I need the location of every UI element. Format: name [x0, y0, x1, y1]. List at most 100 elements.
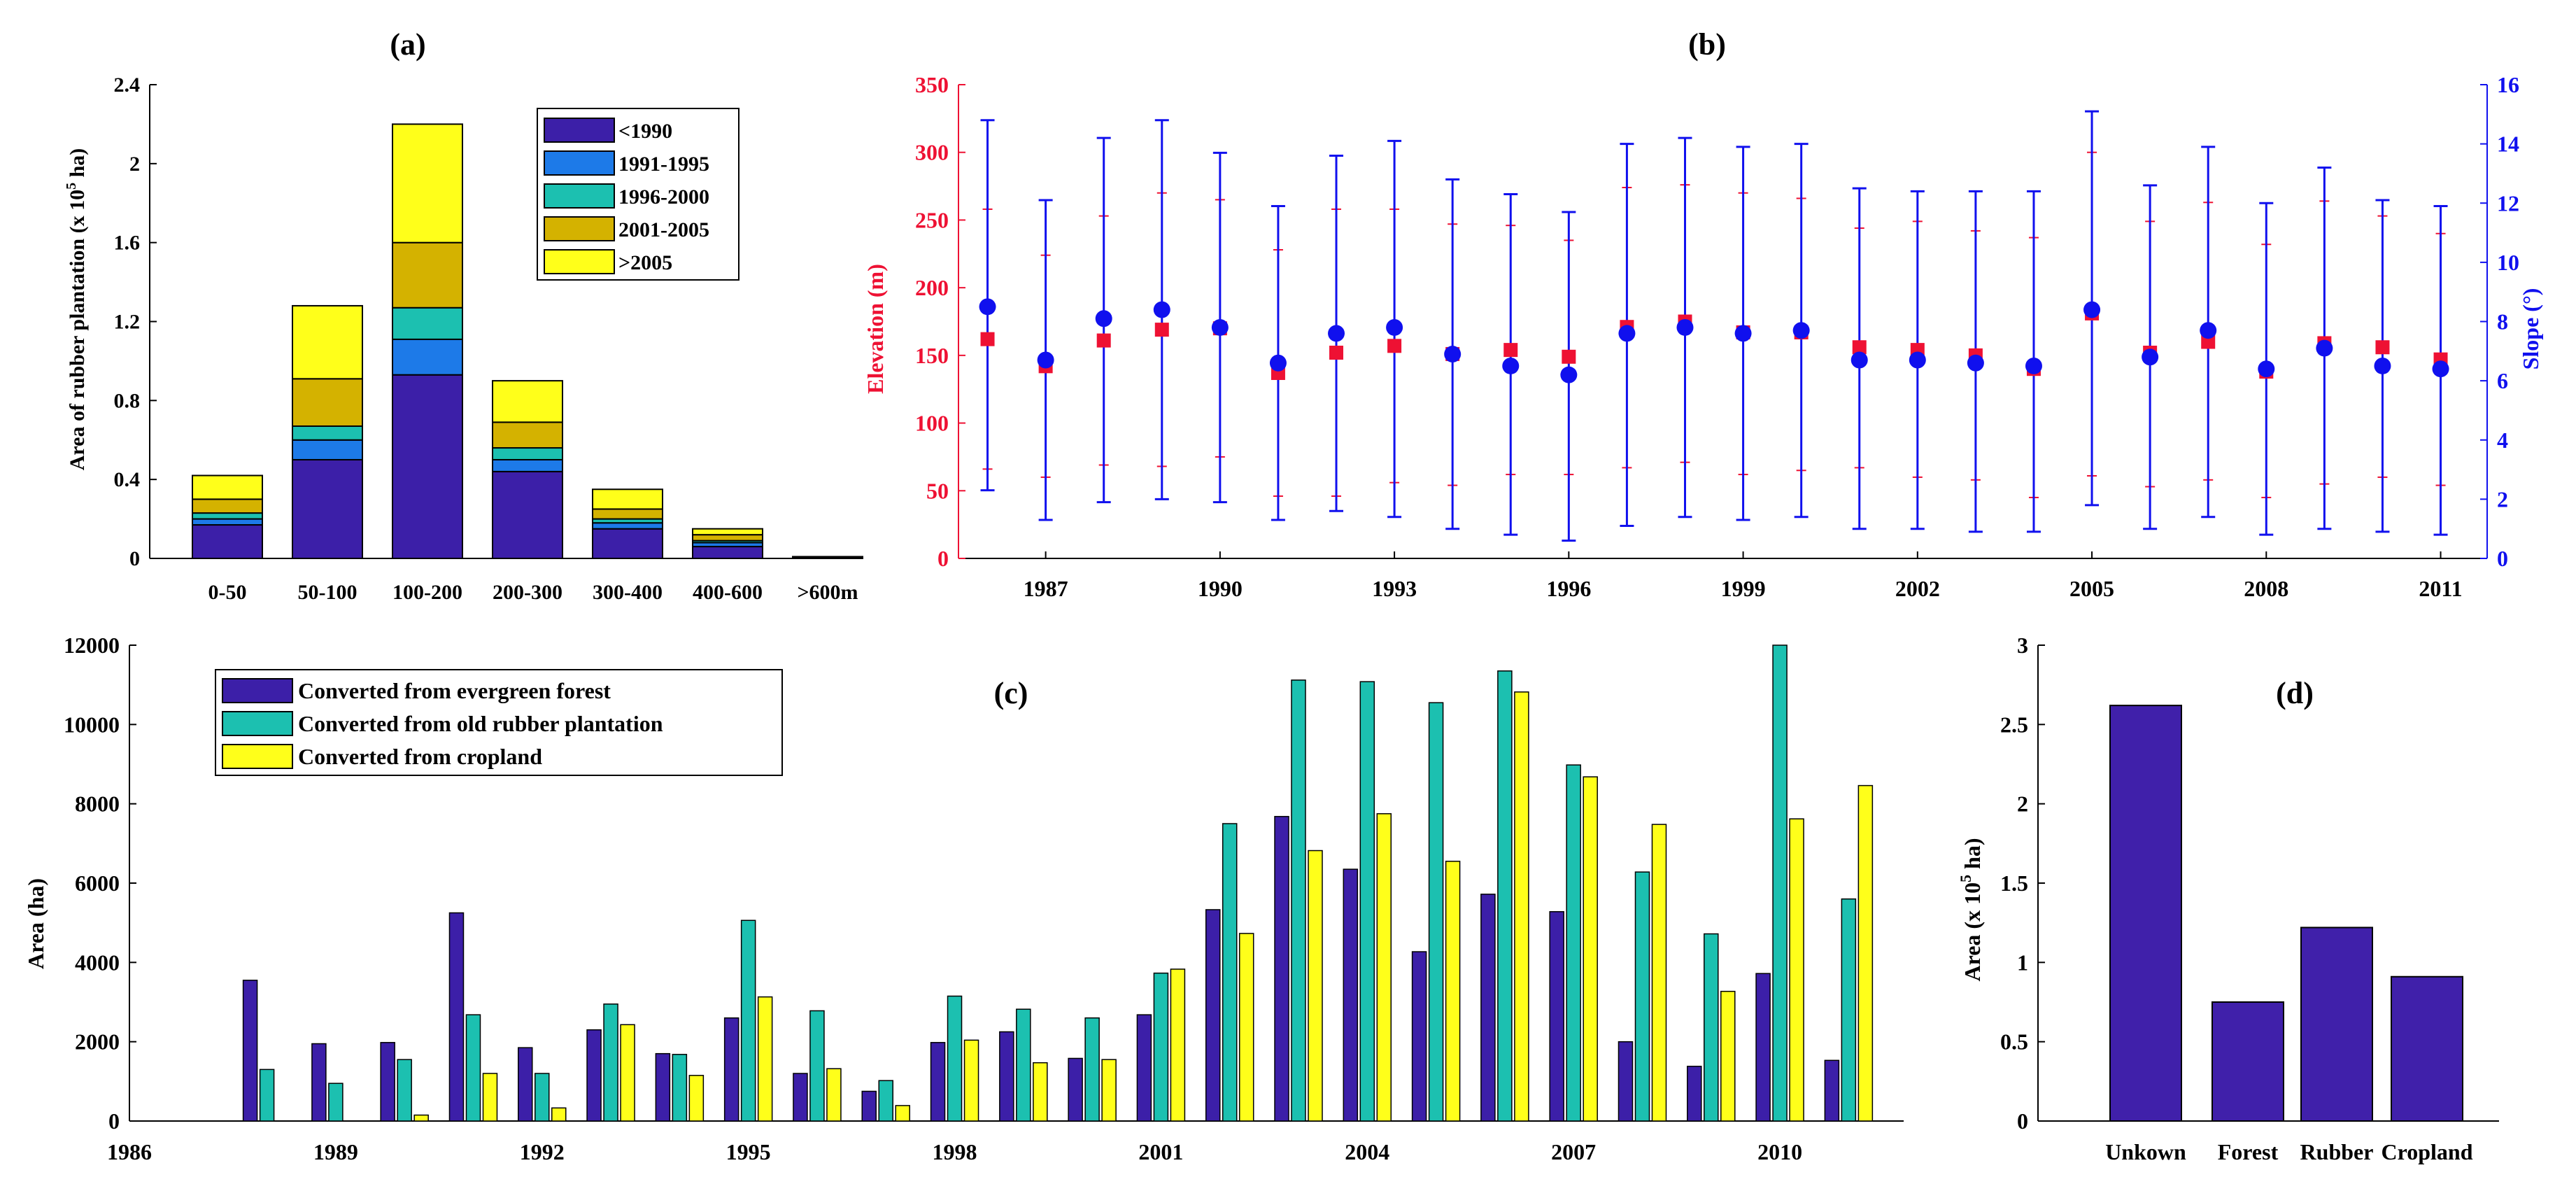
elevation-mean-marker	[1562, 349, 1576, 364]
slope-mean-marker	[1676, 318, 1694, 336]
panel-b-x-tick-label: 1996	[1546, 576, 1591, 601]
panel-b-x-tick-label: 1987	[1024, 576, 1068, 601]
panel-a-y-tick-label: 0	[129, 547, 140, 570]
panel-d-y-tick-label: 2	[2017, 791, 2028, 817]
slope-mean-marker	[1734, 325, 1752, 342]
panel-c-bar	[1308, 850, 1323, 1122]
panel-a-legend: <1990 1991-1995 1996-2000 2001-2005 >2005	[537, 108, 739, 281]
panel-d-y-tick-label: 0.5	[2000, 1029, 2028, 1055]
panel-c-bar	[311, 1043, 327, 1122]
panel-b-right-y-tick-label: 4	[2497, 428, 2508, 453]
slope-mean-marker	[2200, 322, 2217, 339]
panel-b-right-y-tick-label: 16	[2497, 72, 2519, 97]
panel-c-x-tick-label: 2010	[1757, 1139, 1802, 1164]
panel-c-bar	[895, 1105, 910, 1122]
panel-c-bar	[947, 995, 963, 1122]
panel-c-bar	[551, 1107, 567, 1122]
panel-a-bar-segment	[392, 338, 463, 376]
panel-c-bar	[1084, 1017, 1100, 1122]
panel-a-bar-segment	[492, 421, 563, 449]
panel-c-bar	[1704, 933, 1719, 1122]
panel-a-legend-label: 1991-1995	[618, 153, 709, 176]
panel-c-bar	[723, 1017, 739, 1122]
panel-d-title: (d)	[2276, 676, 2314, 710]
panel-a-bar-segment	[192, 474, 263, 500]
panel-c-legend-label: Converted from cropland	[298, 744, 542, 769]
panel-d-bar-chart: (d) Area (x 105 ha) 0 0.5 1 1.5 2 2.5 3 Unkown F…	[1957, 633, 2499, 1164]
panel-a-y-tick-label: 0.8	[114, 389, 141, 412]
panel-c-bar	[1720, 990, 1736, 1122]
slope-mean-marker	[2432, 360, 2449, 378]
panel-a-legend-label: >2005	[618, 251, 672, 274]
panel-c-bar	[1016, 1008, 1031, 1122]
panel-b-left-y-axis-label: Elevation (m)	[863, 264, 888, 394]
panel-c-bar	[1343, 868, 1359, 1122]
slope-mean-marker	[1618, 325, 1636, 342]
panel-b-left-y-tick-label: 50	[926, 478, 949, 503]
panel-a-bar-segment	[192, 512, 263, 520]
panel-d-y-tick-label: 3	[2017, 633, 2028, 658]
panel-a-bar-segment	[192, 518, 263, 526]
panel-a-bar-segment	[292, 439, 363, 460]
panel-d-bar	[2109, 705, 2182, 1122]
panel-c-bar	[655, 1052, 671, 1122]
panel-b-x-tick-label: 2005	[2069, 576, 2114, 601]
slope-mean-marker	[1269, 354, 1287, 372]
panel-a-x-tick-label: 100-200	[392, 581, 462, 604]
panel-b-x-tick-label: 1990	[1198, 576, 1243, 601]
panel-c-legend: Converted from evergreen forest Converted…	[215, 669, 783, 776]
panel-a-bar-segment	[192, 498, 263, 514]
panel-a-bar-segment	[492, 380, 563, 423]
panel-b-left-y-tick-label: 200	[915, 275, 949, 300]
panel-c-bar	[1497, 670, 1513, 1122]
panel-a-bar-segment	[592, 488, 663, 510]
slope-mean-marker	[1037, 351, 1054, 369]
slope-mean-marker	[2083, 301, 2101, 318]
panel-c-bar	[1480, 894, 1496, 1122]
panel-c-bar	[999, 1031, 1014, 1122]
panel-b-right-y-tick-label: 14	[2497, 132, 2519, 157]
panel-c-legend-swatch	[222, 744, 293, 769]
panel-b-left-y-tick-label: 350	[915, 72, 949, 97]
panel-a-bar-segment	[392, 306, 463, 340]
panel-c-bar	[259, 1069, 275, 1122]
slope-mean-marker	[1444, 346, 1462, 363]
panel-c-bar	[620, 1024, 635, 1122]
panel-c-bar	[328, 1083, 344, 1122]
panel-c-y-tick-label: 8000	[75, 791, 120, 817]
panel-a-legend-label: 1996-2000	[618, 185, 709, 209]
panel-c-bar	[1428, 702, 1444, 1122]
panel-a-y-axis-label: Area of rubber plantation (x 105 ha)	[64, 148, 89, 471]
panel-c-y-tick-label: 12000	[64, 633, 120, 658]
slope-mean-marker	[979, 298, 996, 316]
panel-c-x-tick-label: 2007	[1551, 1139, 1596, 1164]
panel-b-right-y-tick-label: 12	[2497, 190, 2519, 216]
panel-b-title: (b)	[1688, 27, 1726, 62]
panel-c-x-tick-label: 2001	[1138, 1139, 1183, 1164]
panel-a-bar-segment	[492, 458, 563, 472]
panel-d-x-tick-label: Unkown	[2105, 1139, 2186, 1164]
panel-c-bar	[672, 1054, 688, 1122]
panel-b-left-y-tick-label: 150	[915, 343, 949, 368]
slope-mean-marker	[1850, 351, 1868, 369]
elevation-mean-marker	[2375, 340, 2390, 355]
panel-b-x-tick-label: 2011	[2419, 576, 2462, 601]
panel-b-left-y-tick-label: 0	[937, 546, 949, 571]
panel-c-bar	[1841, 898, 1857, 1122]
slope-mean-marker	[1095, 310, 1112, 327]
panel-b-left-y-tick-label: 250	[915, 207, 949, 232]
elevation-mean-marker	[1329, 345, 1344, 360]
slope-mean-marker	[1153, 301, 1170, 318]
slope-mean-marker	[1502, 357, 1520, 374]
panel-c-bar	[1068, 1057, 1083, 1122]
panel-a-bar-segment	[192, 524, 263, 560]
panel-a-bar-segment	[292, 458, 363, 559]
panel-c-legend-swatch	[222, 678, 293, 703]
panel-c-bar	[1772, 644, 1788, 1122]
panel-c-bar	[448, 912, 465, 1122]
panel-c-x-tick-label: 1992	[520, 1139, 565, 1164]
panel-a-bar-segment	[692, 546, 763, 560]
panel-a-stacked-bar-chart: (a) Area of rubber plantation (x 105 ha)…	[64, 27, 863, 604]
elevation-mean-marker	[1503, 343, 1518, 358]
panel-a-legend-swatch	[544, 183, 615, 209]
